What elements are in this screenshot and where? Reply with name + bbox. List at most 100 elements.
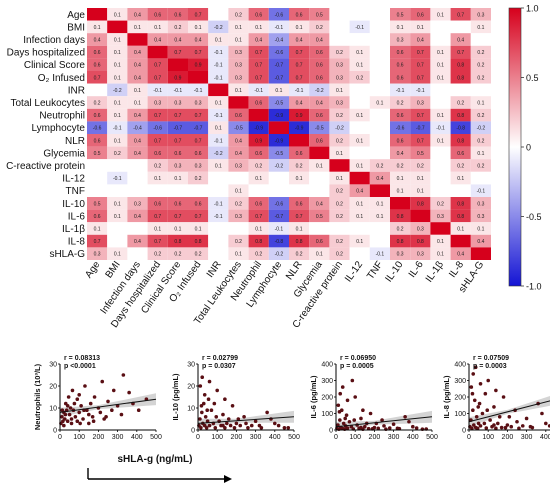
y-tick-label: 0 [191, 428, 195, 435]
scatter-point [199, 426, 203, 430]
heatmap-cell [410, 222, 431, 235]
heatmap-cell-label: -0.1 [113, 126, 122, 132]
heatmap-cell-label: 0.8 [195, 239, 202, 245]
heatmap-cell [450, 8, 471, 21]
heatmap-cell [167, 108, 188, 122]
scatter-point [79, 404, 83, 408]
colorbar-tick-label: 0 [526, 143, 531, 153]
heatmap-cell-label: 0.2 [195, 252, 202, 258]
heatmap-cell [167, 234, 188, 248]
scatter-point [350, 378, 355, 383]
heatmap-cell [228, 83, 249, 97]
y-tick-label: 400 [321, 362, 333, 369]
heatmap-cell [450, 209, 471, 223]
heatmap-cell-label: 0.3 [134, 201, 141, 207]
heatmap-cell [268, 234, 289, 248]
heatmap-cell-label: 0.2 [376, 164, 383, 170]
scatter-point [286, 426, 291, 430]
heatmap-cell [208, 171, 229, 185]
heatmap-cell-label: 0.6 [235, 113, 242, 119]
heatmap-cell-label: -0.7 [174, 126, 183, 132]
scatter-point [540, 411, 544, 416]
heatmap-cell-label: 0.3 [235, 75, 242, 81]
heatmap-cell-label: 0.4 [397, 151, 404, 157]
heatmap-row-label: Infection days [23, 35, 85, 46]
heatmap-cell-label: 0.3 [174, 164, 181, 170]
heatmap-cell-label: 0.1 [477, 25, 484, 31]
heatmap-cell-label: 0.1 [437, 252, 444, 258]
heatmap-cell-label: 0.7 [417, 63, 424, 69]
heatmap-cell [167, 20, 188, 34]
scatter-point [62, 423, 66, 428]
heatmap-cell-label: 0.6 [316, 239, 323, 245]
heatmap-cell-label: 0.9 [195, 63, 202, 69]
scatter-point [470, 426, 474, 431]
y-tick-label: 400 [454, 362, 466, 369]
scatter-point [67, 412, 72, 417]
heatmap-cell-label: -0.6 [275, 201, 284, 207]
heatmap-cell [147, 20, 168, 34]
confidence-band [469, 395, 550, 427]
scatter-point [200, 375, 205, 380]
scatter-point [496, 421, 500, 426]
heatmap-cell [127, 83, 148, 97]
heatmap-cell [208, 247, 229, 260]
heatmap-cell-label: -0.1 [214, 201, 223, 207]
heatmap-cell [248, 121, 269, 134]
scatter-point [209, 408, 214, 413]
heatmap-cell [147, 83, 168, 97]
scatter-ylabel: IL-10 (pg/mL) [171, 373, 180, 421]
heatmap-cell-label: 0.1 [376, 214, 383, 220]
heatmap-cell [208, 222, 229, 235]
heatmap-row-label: IL-1β [62, 224, 85, 235]
heatmap-cell [329, 197, 350, 210]
heatmap-cell-label: 0.4 [134, 151, 141, 157]
heatmap-cell-label: 0.2 [114, 151, 121, 157]
heatmap-cell-label: -0.6 [93, 126, 102, 132]
arrow-head [224, 475, 232, 483]
heatmap-cell [349, 184, 370, 197]
heatmap-cell [147, 121, 168, 134]
heatmap-cell-label: 0.8 [457, 138, 464, 144]
heatmap-cell-label: 0.1 [437, 50, 444, 56]
heatmap-cell-label: 0.4 [134, 138, 141, 144]
heatmap-cell-label: 0.1 [477, 101, 484, 107]
heatmap-cell [127, 209, 148, 223]
heatmap-cell [248, 146, 269, 160]
heatmap-cell-label: 0.6 [174, 151, 181, 157]
scatter-point [380, 418, 384, 422]
heatmap-cell-label: -0.4 [275, 38, 284, 44]
heatmap-cell [107, 45, 128, 59]
heatmap-col-label: INR [205, 259, 224, 279]
scatter-point [520, 424, 525, 428]
scatter-point [72, 401, 77, 406]
y-tick-label: 10 [187, 406, 195, 413]
heatmap-cell [470, 58, 491, 71]
scatter-point [83, 384, 87, 388]
scatter-point [494, 426, 498, 431]
heatmap-cell-label: 0.3 [235, 63, 242, 69]
heatmap-cell-label: 0.2 [397, 164, 404, 170]
heatmap-cell [147, 108, 168, 122]
heatmap-cell [470, 234, 491, 248]
heatmap-cell [147, 222, 168, 235]
heatmap-cell-label: -0.1 [174, 88, 183, 94]
scatter-point [201, 401, 206, 406]
scatter-point [246, 426, 250, 430]
scatter-point [403, 415, 407, 419]
heatmap-cell-label: 0.1 [114, 138, 121, 144]
heatmap-cell [228, 222, 249, 235]
heatmap-cell-label: 0.8 [397, 214, 404, 220]
heatmap-cell [87, 134, 108, 147]
heatmap-cell [87, 159, 108, 172]
scatter-point [509, 424, 514, 429]
heatmap-cell [127, 146, 148, 160]
heatmap-cell [188, 71, 209, 84]
r-value: r = 0.06950 [340, 355, 376, 362]
heatmap-cell [390, 209, 411, 223]
scatter-point [492, 405, 496, 409]
heatmap-cell [410, 83, 431, 97]
heatmap-cell-label: 0.6 [255, 201, 262, 207]
heatmap-cell-label: 0.1 [437, 113, 444, 119]
